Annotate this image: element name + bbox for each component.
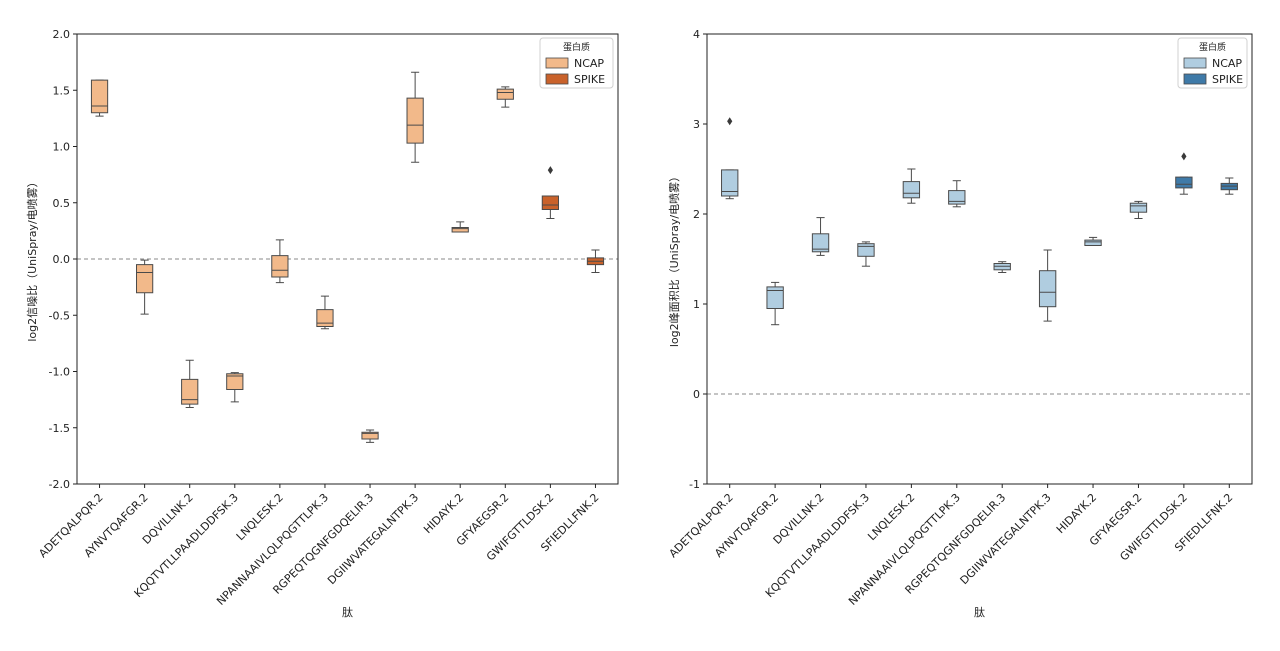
box-RGPEQTQGNFGDQELIR.3	[361, 429, 379, 443]
legend-swatch-ncap	[1183, 57, 1207, 69]
box-iqr	[766, 286, 784, 309]
y-tick-label: 2	[693, 208, 700, 221]
x-tick-label: DGIIWVATEGALNTPK.3	[325, 491, 421, 587]
box-KQQTVTLLPAADLDDFSK.3	[226, 372, 244, 403]
box-RGPEQTQGNFGDQELIR.3	[993, 261, 1011, 273]
y-tick-label: -1.5	[49, 422, 70, 435]
left-chart-snr: -2.0-1.5-1.0-0.50.00.51.01.52.0ADETQALPQ…	[26, 28, 619, 619]
y-tick-label: -0.5	[49, 309, 70, 322]
y-tick-label: 4	[693, 28, 700, 41]
legend-label-ncap: NCAP	[1212, 57, 1242, 70]
legend-title: 蛋白质	[563, 41, 590, 53]
y-tick-label: 0.0	[53, 253, 71, 266]
y-tick-label: -2.0	[49, 478, 70, 491]
outlier-point	[1181, 152, 1187, 161]
box-DGIIWVATEGALNTPK.3	[406, 71, 424, 163]
y-tick-label: 1.5	[53, 84, 71, 97]
legend: 蛋白质 NCAP SPIKE	[539, 37, 614, 89]
y-tick-label: 3	[693, 118, 700, 131]
box-DQVILLNK.2	[181, 359, 199, 408]
x-axis-label: 肽	[974, 605, 985, 619]
outlier-point	[727, 117, 733, 126]
box-iqr	[1175, 176, 1193, 189]
x-tick-label: DGIIWVATEGALNTPK.3	[958, 491, 1054, 587]
box-ADETQALPQR.2	[90, 79, 109, 117]
box-LNQLESK.2	[271, 239, 289, 284]
y-tick-label: 2.0	[53, 28, 71, 41]
box-NPANNAAIVLQLPQGTTLPK.3	[948, 180, 966, 208]
box-AYNVTQAFGR.2	[136, 259, 154, 315]
y-axis-label: log2信噪比（UniSpray/电喷雾）	[26, 176, 39, 341]
box-iqr	[541, 195, 559, 210]
legend-swatch-spike	[545, 73, 569, 85]
box-HIDAYK.2	[451, 221, 469, 233]
box-iqr	[1129, 202, 1148, 213]
y-tick-label: 1.0	[53, 141, 71, 154]
y-tick-label: 1	[693, 298, 700, 311]
legend: 蛋白质 NCAP SPIKE	[1177, 37, 1248, 89]
box-GWIFGTTLDSK.2	[1175, 152, 1193, 195]
y-tick-label: 0	[693, 388, 700, 401]
box-SFIEDLLFNK.2	[1220, 177, 1238, 195]
box-iqr	[1038, 270, 1057, 308]
box-iqr	[226, 373, 244, 390]
box-LNQLESK.2	[902, 168, 921, 204]
box-GFYAEGSR.2	[1129, 200, 1148, 219]
box-iqr	[857, 243, 875, 257]
right-chart-peak-area: -101234ADETQALPQR.2AYNVTQAFGR.2DQVILLNK.…	[667, 28, 1253, 619]
box-iqr	[136, 264, 154, 294]
box-iqr	[361, 431, 379, 440]
box-iqr	[811, 233, 830, 253]
box-iqr	[271, 255, 289, 278]
legend-swatch-spike	[1183, 73, 1207, 85]
box-GWIFGTTLDSK.2	[541, 166, 559, 219]
plot-frame	[76, 33, 619, 485]
box-iqr	[451, 227, 469, 233]
box-GFYAEGSR.2	[496, 86, 514, 108]
legend-label-ncap: NCAP	[574, 57, 604, 70]
y-tick-label: -1	[689, 478, 700, 491]
legend-label-spike: SPIKE	[574, 73, 605, 86]
outlier-point	[547, 166, 553, 175]
box-iqr	[496, 88, 514, 100]
box-KQQTVTLLPAADLDDFSK.3	[857, 241, 875, 267]
legend-label-spike: SPIKE	[1212, 73, 1243, 86]
box-iqr	[721, 169, 739, 197]
y-tick-label: 0.5	[53, 197, 71, 210]
legend-swatch-ncap	[545, 57, 569, 69]
y-tick-label: -1.0	[49, 366, 70, 379]
box-iqr	[406, 97, 424, 144]
legend-title: 蛋白质	[1199, 41, 1226, 53]
x-tick-label: HIDAYK.2	[421, 491, 466, 536]
box-iqr	[90, 79, 109, 114]
y-axis-label: log2峰面积比（UniSpray/电喷雾）	[668, 171, 681, 347]
box-DQVILLNK.2	[811, 217, 830, 256]
x-axis-label: 肽	[342, 605, 353, 619]
box-iqr	[316, 309, 334, 327]
box-HIDAYK.2	[1084, 236, 1102, 247]
box-SFIEDLLFNK.2	[586, 249, 605, 273]
box-iqr	[181, 378, 199, 405]
box-DGIIWVATEGALNTPK.3	[1038, 249, 1057, 322]
box-AYNVTQAFGR.2	[766, 281, 784, 326]
x-tick-label: HIDAYK.2	[1054, 491, 1099, 536]
box-NPANNAAIVLQLPQGTTLPK.3	[316, 295, 334, 330]
box-iqr	[1084, 239, 1102, 247]
box-ADETQALPQR.2	[721, 117, 739, 200]
plot-frame	[706, 33, 1253, 485]
box-iqr	[902, 181, 921, 199]
box-iqr	[948, 190, 966, 205]
